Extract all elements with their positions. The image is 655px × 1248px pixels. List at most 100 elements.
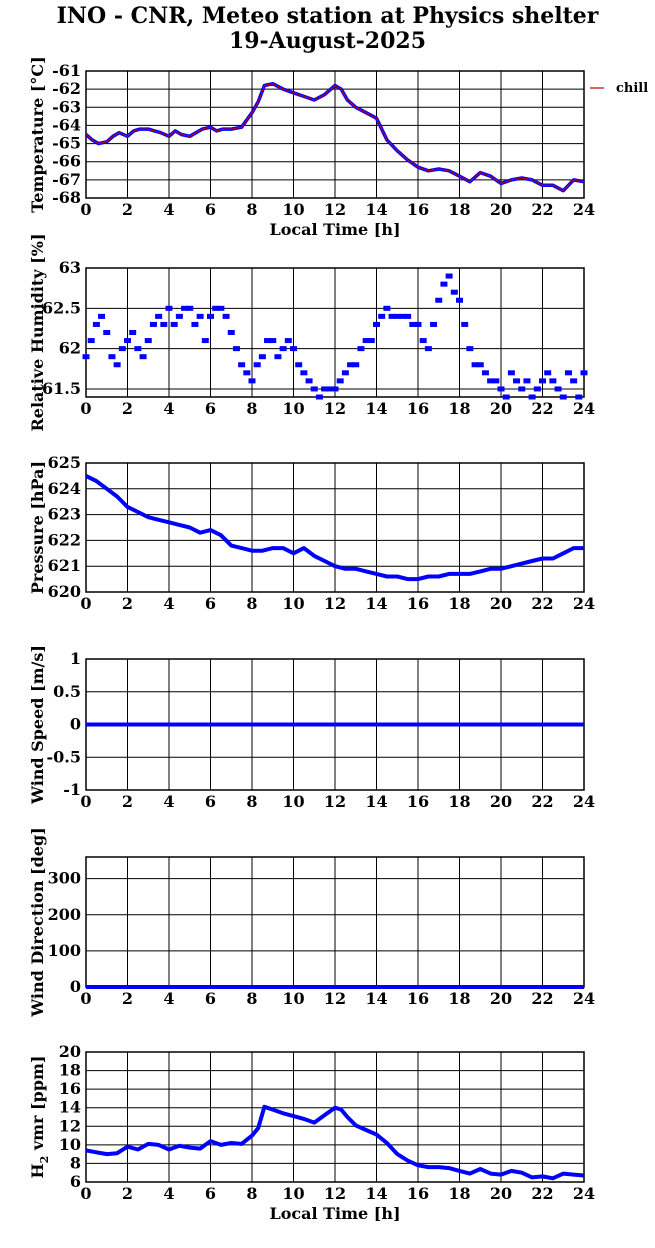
data-point xyxy=(419,338,427,344)
data-point xyxy=(124,338,131,344)
panel-3: 0 2 4 6 8 10 12 14 16 18 20 22 24620621622623624625P… xyxy=(28,453,595,613)
y-tick-label: -1 xyxy=(63,780,81,799)
data-point xyxy=(181,305,189,311)
y-tick-label: -62 xyxy=(52,79,81,98)
y-tick-label: 0 xyxy=(70,977,81,996)
y-tick-label: 300 xyxy=(48,869,81,888)
x-tick-label: 20 xyxy=(490,989,512,1008)
x-tick-label: 20 xyxy=(490,1184,512,1203)
data-point xyxy=(186,305,194,311)
x-tick-label: 6 xyxy=(205,399,216,418)
data-point xyxy=(440,281,448,287)
x-tick-label: 8 xyxy=(246,594,257,613)
y-tick-label: -63 xyxy=(52,97,81,116)
data-point xyxy=(580,370,588,376)
data-point xyxy=(295,362,303,368)
data-point xyxy=(539,378,546,384)
data-point xyxy=(393,313,401,319)
data-point xyxy=(201,338,209,344)
y-tick-label: 61.5 xyxy=(42,379,81,398)
x-tick-label: 20 xyxy=(490,594,512,613)
y-axis-label: Pressure [hPa] xyxy=(28,461,47,594)
x-tick-label: 12 xyxy=(324,399,346,418)
data-point xyxy=(305,378,313,384)
data-point xyxy=(497,386,505,392)
y-tick-label: 0.5 xyxy=(53,682,81,701)
data-point xyxy=(269,338,277,344)
data-point xyxy=(564,370,572,376)
data-point xyxy=(82,354,90,360)
y-tick-label: 0 xyxy=(70,715,81,734)
y-axis-label: Relative Humidity [%] xyxy=(28,233,47,431)
data-point xyxy=(367,338,375,344)
y-tick-label: 620 xyxy=(48,582,81,601)
data-point xyxy=(155,313,163,319)
y-tick-label: 625 xyxy=(48,453,81,472)
x-tick-label: 0 xyxy=(80,594,91,613)
data-point xyxy=(165,305,173,311)
series-line xyxy=(85,474,584,582)
chart-title: INO - CNR, Meteo station at Physics shel… xyxy=(0,4,655,54)
x-tick-label: 2 xyxy=(122,399,133,418)
x-tick-label: 2 xyxy=(122,792,133,811)
x-tick-label: 4 xyxy=(163,989,174,1008)
y-tick-label: 200 xyxy=(48,905,81,924)
x-tick-label: 14 xyxy=(365,989,387,1008)
x-tick-label: 4 xyxy=(163,1184,174,1203)
data-point xyxy=(134,346,142,352)
x-tick-label: 12 xyxy=(324,989,346,1008)
x-axis-label: Local Time [h] xyxy=(269,1204,400,1223)
data-point xyxy=(533,386,541,392)
x-tick-label: 20 xyxy=(490,399,512,418)
legend-label: chill xyxy=(616,81,648,96)
x-tick-label: 10 xyxy=(282,399,304,418)
data-point xyxy=(347,362,355,368)
x-tick-label: 4 xyxy=(163,399,174,418)
data-point xyxy=(207,313,214,319)
data-point xyxy=(300,370,308,376)
x-tick-label: 0 xyxy=(80,989,91,1008)
x-tick-label: 2 xyxy=(122,989,133,1008)
data-point xyxy=(87,338,95,344)
x-tick-label: 10 xyxy=(282,989,304,1008)
x-tick-label: 22 xyxy=(531,200,553,219)
data-point xyxy=(118,346,126,352)
data-point xyxy=(248,378,256,384)
x-tick-label: 6 xyxy=(205,594,216,613)
y-tick-label: 20 xyxy=(59,1042,81,1061)
y-axis-label: H2 vmr [ppm] xyxy=(28,1055,51,1178)
data-point xyxy=(315,394,323,400)
y-tick-label: 16 xyxy=(59,1079,81,1098)
data-point xyxy=(264,338,272,344)
title-line-1: INO - CNR, Meteo station at Physics shel… xyxy=(56,3,599,29)
x-tick-label: 16 xyxy=(407,1184,429,1203)
data-point xyxy=(383,305,391,311)
x-tick-label: 4 xyxy=(163,792,174,811)
x-tick-label: 16 xyxy=(407,989,429,1008)
data-point xyxy=(310,386,318,392)
data-point xyxy=(414,321,422,327)
data-point xyxy=(352,362,360,368)
y-tick-label: 100 xyxy=(48,941,81,960)
data-point xyxy=(409,321,417,327)
x-tick-label: 18 xyxy=(448,1184,470,1203)
data-point xyxy=(149,321,157,327)
data-point xyxy=(227,330,235,335)
data-point xyxy=(341,370,349,376)
x-tick-label: 24 xyxy=(573,1184,595,1203)
x-tick-label: 22 xyxy=(531,399,553,418)
data-point xyxy=(279,346,287,352)
data-point xyxy=(388,313,396,319)
data-point xyxy=(404,313,412,319)
panel-1: 0 2 4 6 8 10 12 14 16 18 20 22 24-68-67-66-65-64-63-… xyxy=(28,56,648,239)
x-tick-label: 6 xyxy=(205,989,216,1008)
data-point xyxy=(507,370,515,376)
plot-frame xyxy=(85,462,585,593)
data-point xyxy=(336,378,344,384)
x-tick-label: 24 xyxy=(573,792,595,811)
chill-line xyxy=(85,83,585,192)
x-tick-label: 18 xyxy=(448,200,470,219)
data-point xyxy=(212,305,220,311)
